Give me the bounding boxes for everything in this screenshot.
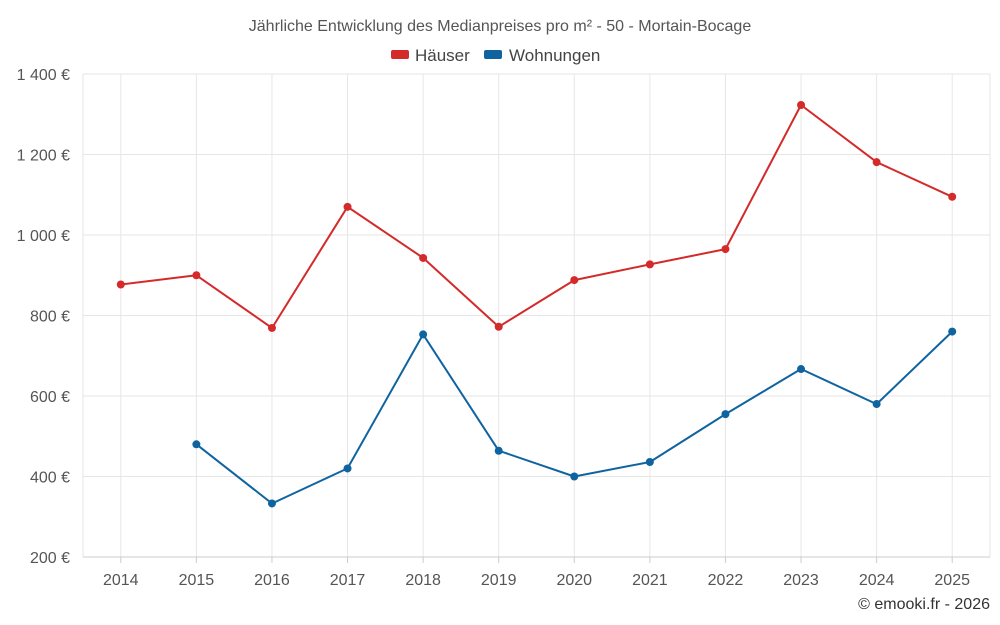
data-point-houses[interactable]: [872, 158, 881, 167]
data-point-houses[interactable]: [948, 192, 957, 201]
data-point-apartments[interactable]: [570, 472, 579, 481]
y-tick-label: 800 €: [30, 309, 70, 326]
y-tick-label: 1 200 €: [17, 148, 70, 165]
data-point-houses[interactable]: [192, 271, 201, 280]
axes: 200 € 400 € 600 € 800 € 1 000 € 1 200 € 1 400 …: [17, 67, 991, 589]
legend-label-houses: Häuser: [415, 46, 470, 65]
y-tick-label: 600 €: [30, 389, 70, 406]
data-point-apartments[interactable]: [419, 330, 428, 339]
y-tick-label: 200 €: [30, 550, 70, 567]
data-point-apartments[interactable]: [267, 499, 276, 508]
y-tick-label: 1 000 €: [17, 228, 70, 245]
x-tick-label: 2023: [783, 572, 819, 589]
legend-label-apartments: Wohnungen: [509, 46, 600, 65]
data-point-houses[interactable]: [570, 276, 579, 285]
x-tick-label: 2017: [330, 572, 366, 589]
legend-swatch-houses: [391, 50, 409, 59]
data-point-apartments[interactable]: [948, 327, 957, 336]
legend: Häuser Wohnungen: [391, 46, 600, 65]
data-point-houses[interactable]: [494, 322, 503, 331]
data-point-houses[interactable]: [116, 280, 125, 289]
x-tick-label: 2022: [708, 572, 744, 589]
data-point-apartments[interactable]: [721, 410, 730, 419]
legend-swatch-apartments: [484, 50, 502, 59]
y-tick-label: 400 €: [30, 470, 70, 487]
data-point-houses[interactable]: [343, 202, 352, 211]
chart-title: Jährliche Entwicklung des Medianpreises …: [249, 18, 752, 35]
x-tick-label: 2015: [179, 572, 215, 589]
series: [116, 100, 957, 508]
data-point-houses[interactable]: [645, 260, 654, 269]
x-tick-label: 2025: [934, 572, 970, 589]
data-point-apartments[interactable]: [343, 464, 352, 473]
data-point-apartments[interactable]: [797, 365, 806, 374]
credit-text: © emooki.fr - 2026: [858, 596, 990, 613]
data-point-apartments[interactable]: [192, 440, 201, 449]
data-point-apartments[interactable]: [645, 458, 654, 467]
y-tick-label: 1 400 €: [17, 67, 70, 84]
x-tick-label: 2019: [481, 572, 517, 589]
data-point-houses[interactable]: [721, 245, 730, 254]
data-point-houses[interactable]: [267, 323, 276, 332]
legend-item-houses[interactable]: Häuser: [391, 46, 470, 65]
x-tick-label: 2020: [556, 572, 592, 589]
data-point-houses[interactable]: [797, 100, 806, 109]
data-point-apartments[interactable]: [494, 446, 503, 455]
x-tick-label: 2014: [103, 572, 139, 589]
grid: [83, 73, 990, 557]
x-tick-label: 2024: [859, 572, 895, 589]
series-line-houses: [120, 104, 953, 329]
x-tick-label: 2018: [405, 572, 441, 589]
legend-item-apartments[interactable]: Wohnungen: [484, 46, 600, 65]
x-tick-label: 2021: [632, 572, 668, 589]
data-point-houses[interactable]: [419, 253, 428, 262]
x-tick-label: 2016: [254, 572, 290, 589]
data-point-apartments[interactable]: [872, 400, 881, 409]
